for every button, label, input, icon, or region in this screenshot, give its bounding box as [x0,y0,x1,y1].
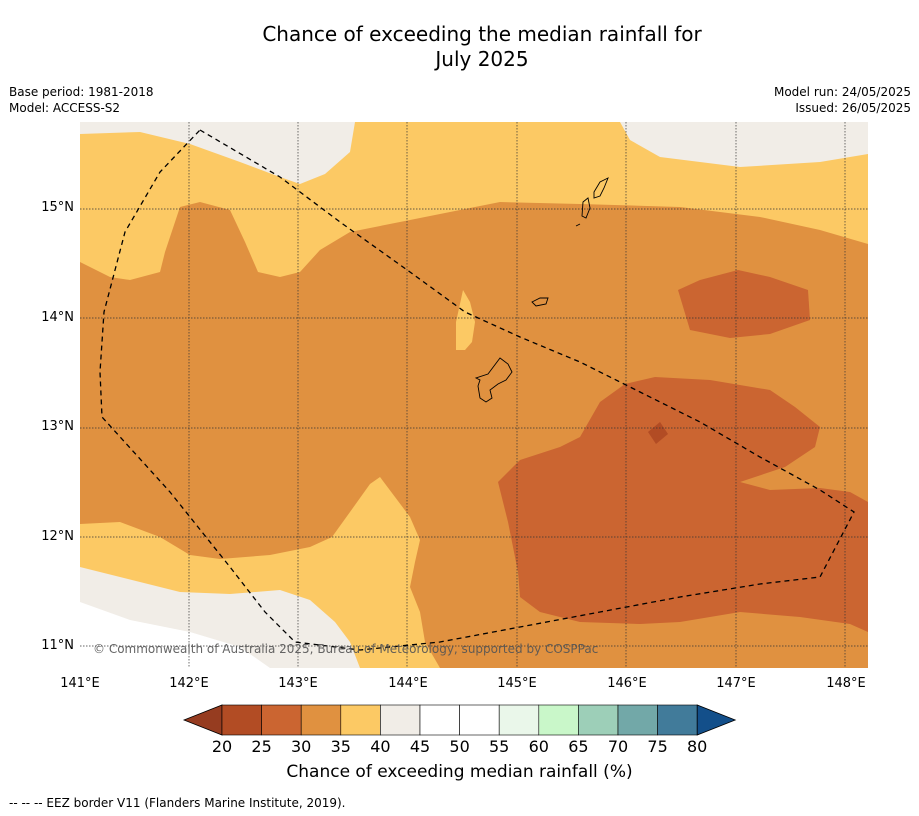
zone-40-45-north-left [80,122,355,184]
model-run-text: Model run: 24/05/2025 [773,85,911,99]
zone-40-45-north-right [620,122,868,167]
lon-tick-label: 143°E [278,676,318,691]
zone-35-40-center [456,290,475,350]
issued-text: Issued: 26/05/2025 [795,101,911,115]
colorbar-tick-label: 60 [528,737,549,756]
colorbar-label: Chance of exceeding median rainfall (%) [286,762,633,782]
lon-tick-label: 146°E [607,676,647,691]
colorbar-tick-label: 25 [251,737,272,756]
rainfall-map [80,122,868,668]
meta-left: Base period: 1981-2018 Model: ACCESS-S2 [9,84,154,116]
colorbar-tick-label: 55 [489,737,510,756]
colorbar-tick-label: 80 [687,737,708,756]
colorbar-tick-label: 45 [409,737,431,756]
title-line-2: July 2025 [435,47,529,71]
lat-tick-label: 15°N [41,200,74,215]
colorbar-segment [380,704,421,736]
saipan-island [593,177,609,199]
lat-tick-label: 13°N [41,419,74,434]
guam-island [474,357,513,403]
eez-legend-note: -- -- -- EEZ border V11 (Flanders Marine… [9,796,346,810]
map-gridlines [80,122,868,668]
colorbar-under-arrow [182,704,223,736]
colorbar-tick-label: 65 [568,737,589,756]
lon-tick-label: 141°E [60,676,100,691]
base-period-text: Base period: 1981-2018 [9,85,154,99]
colorbar-tick-label: 20 [211,737,233,756]
colorbar-over-arrow [696,704,737,736]
colorbar-segment [261,704,302,736]
aguijan-island [575,223,581,227]
colorbar-tick-label: 35 [330,737,351,756]
map-svg [80,122,868,668]
colorbar-segment [221,704,262,736]
zone-25-30-east [498,377,868,632]
colorbar-segment [498,704,540,736]
islands [474,177,609,403]
lon-tick-label: 147°E [716,676,756,691]
colorbar-tick-label: 70 [607,737,629,756]
colorbar [182,704,737,736]
lon-tick-label: 144°E [388,676,428,691]
colorbar-ticks: 20 25 30 35 40 45 50 55 60 65 70 75 80 [0,737,919,757]
model-text: Model: ACCESS-S2 [9,101,121,115]
zone-20-25-spot [648,422,668,444]
lon-tick-label: 148°E [826,676,866,691]
lat-tick-label: 14°N [41,310,74,325]
chart-title: Chance of exceeding the median rainfall … [0,22,919,72]
colorbar-tick-label: 40 [370,737,391,756]
colorbar-segment [617,704,658,736]
zone-25-30-northeast [678,270,810,338]
lat-tick-label: 11°N [41,638,74,653]
rota-island [531,297,549,307]
colorbar-segment [300,704,342,736]
colorbar-tick-label: 75 [647,737,668,756]
lon-tick-label: 145°E [497,676,537,691]
tinian-island [581,197,591,219]
zone-45-55-southwest [80,602,270,668]
meta-right: Model run: 24/05/2025 Issued: 26/05/2025 [774,84,911,116]
colorbar-segment [340,704,381,736]
copyright-text: © Commonwealth of Australia 2025, Bureau… [93,642,599,656]
lat-tick-label: 12°N [41,529,74,544]
lon-tick-label: 142°E [169,676,209,691]
colorbar-segment [538,704,579,736]
title-line-1: Chance of exceeding the median rainfall … [262,22,702,46]
colorbar-tick-label: 30 [291,737,312,756]
colorbar-tick-label: 50 [449,737,470,756]
eez-border [99,129,855,651]
colorbar-segment [419,704,460,736]
colorbar-segment [459,704,500,736]
colorbar-segment [578,704,619,736]
colorbar-segment [657,704,698,736]
